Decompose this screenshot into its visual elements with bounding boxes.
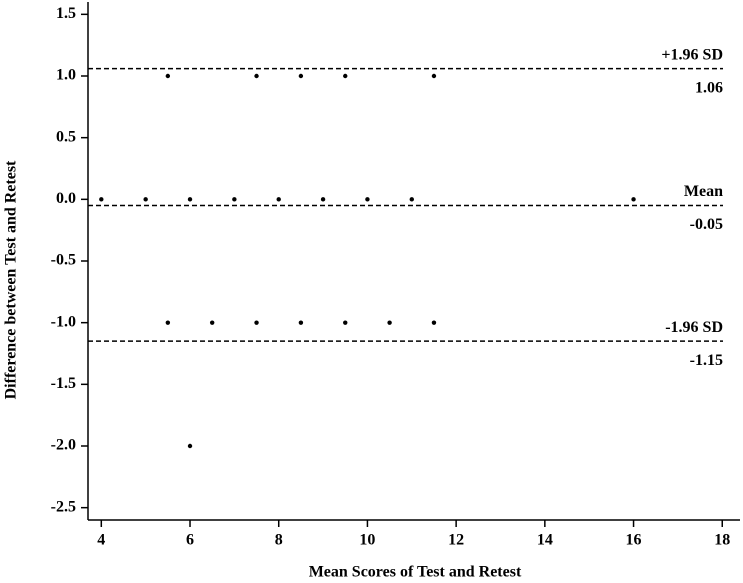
reference-value: 1.06 (695, 79, 723, 96)
point (165, 320, 171, 325)
y-tick-label: -2.5 (51, 498, 76, 515)
reference-label: Mean (684, 183, 723, 200)
reference-value: -1.15 (690, 352, 723, 369)
y-tick-label: -1.5 (51, 375, 76, 392)
point (343, 73, 348, 79)
x-tick-label: 10 (359, 532, 375, 549)
point (431, 320, 437, 325)
point (143, 197, 148, 202)
y-tick-label: 0.5 (56, 128, 76, 145)
x-tick-label: 18 (714, 532, 730, 549)
point (232, 197, 237, 202)
x-tick-label: 12 (448, 532, 464, 549)
y-tick-label: -2.0 (51, 437, 76, 454)
point (298, 73, 304, 79)
x-tick-label: 4 (97, 532, 105, 549)
x-tick-label: 8 (275, 532, 283, 549)
y-tick-label: 1.0 (56, 67, 76, 84)
reference-label: -1.96 SD (665, 319, 723, 336)
point (409, 197, 414, 202)
point (365, 197, 370, 202)
point (431, 73, 437, 79)
point (99, 197, 104, 202)
point (165, 73, 171, 79)
reference-value: -0.05 (690, 216, 723, 233)
point (631, 197, 636, 202)
x-axis-title: Mean Scores of Test and Retest (309, 564, 522, 581)
point (187, 443, 193, 449)
point (387, 320, 392, 325)
point (320, 197, 326, 202)
point (187, 197, 193, 202)
point (254, 73, 259, 79)
point (209, 320, 215, 325)
point (298, 320, 304, 325)
point (343, 320, 348, 325)
y-tick-label: 0.0 (56, 190, 76, 207)
y-tick-label: -1.0 (51, 313, 76, 330)
x-tick-label: 6 (186, 532, 194, 549)
x-tick-label: 16 (626, 532, 642, 549)
y-tick-label: 1.5 (56, 5, 76, 22)
reference-label: +1.96 SD (661, 46, 723, 63)
y-tick-label: -0.5 (51, 252, 76, 269)
point (276, 197, 281, 202)
y-axis-title: Difference between Test and Retest (3, 160, 20, 399)
x-tick-label: 14 (537, 532, 553, 549)
point (254, 320, 259, 325)
